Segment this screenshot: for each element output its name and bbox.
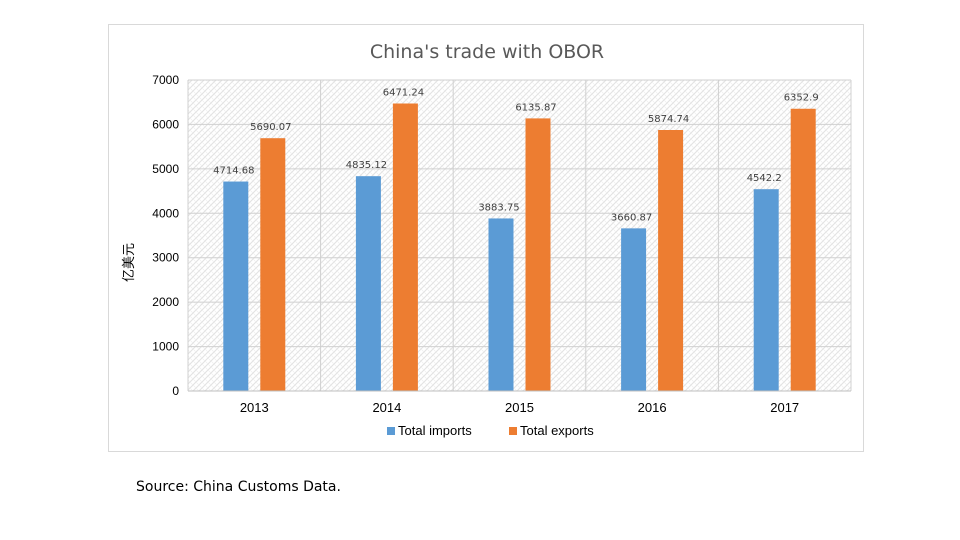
bar-total-imports — [753, 189, 779, 391]
chart-title: China's trade with OBOR — [370, 41, 604, 63]
bar-chart: China's trade with OBOR 4714.68 5690.07 48… — [122, 41, 852, 438]
data-label: 3883.75 — [478, 202, 519, 213]
legend-label: Total exports — [520, 423, 594, 438]
y-tick-label: 5000 — [152, 162, 179, 176]
bar-total-imports — [488, 218, 514, 391]
source-note: Source: China Customs Data. — [136, 479, 341, 495]
y-tick-label: 6000 — [152, 117, 179, 131]
data-label: 6352.9 — [784, 93, 819, 104]
bar-total-imports — [355, 176, 381, 391]
y-tick-label: 4000 — [152, 206, 179, 220]
legend-swatch-imports — [387, 427, 395, 435]
y-tick-label: 7000 — [152, 73, 179, 87]
y-tick-label: 2000 — [152, 295, 179, 309]
x-tick-label: 2014 — [372, 400, 401, 415]
plot-area — [188, 80, 851, 391]
data-label: 4542.2 — [747, 173, 782, 184]
x-tick-label: 2015 — [505, 400, 534, 415]
data-label: 3660.87 — [611, 212, 652, 223]
bar-total-exports — [392, 103, 418, 391]
bar-total-imports — [621, 228, 647, 391]
y-tick-label: 0 — [172, 384, 179, 398]
bar-total-exports — [790, 108, 816, 391]
data-label: 6471.24 — [383, 87, 424, 98]
data-label: 4835.12 — [346, 160, 387, 171]
y-tick-label: 1000 — [152, 340, 179, 354]
data-label: 5874.74 — [648, 114, 689, 125]
legend-label: Total imports — [398, 423, 472, 438]
data-label: 5690.07 — [250, 122, 291, 133]
data-label: 6135.87 — [515, 102, 556, 113]
bar-total-exports — [525, 118, 551, 391]
y-tick-label: 3000 — [152, 251, 179, 265]
bar-total-exports — [658, 129, 684, 391]
y-axis-title: 亿美元 — [122, 243, 137, 282]
x-tick-label: 2017 — [770, 400, 799, 415]
x-tick-label: 2013 — [240, 400, 269, 415]
bar-total-exports — [260, 138, 286, 391]
x-tick-label: 2016 — [638, 400, 667, 415]
legend-swatch-exports — [509, 427, 517, 435]
bar-total-imports — [223, 181, 249, 391]
legend: Total imports Total exports — [387, 423, 594, 438]
chart-frame: China's trade with OBOR 4714.68 5690.07 48… — [108, 24, 864, 452]
data-label: 4714.68 — [213, 166, 254, 177]
